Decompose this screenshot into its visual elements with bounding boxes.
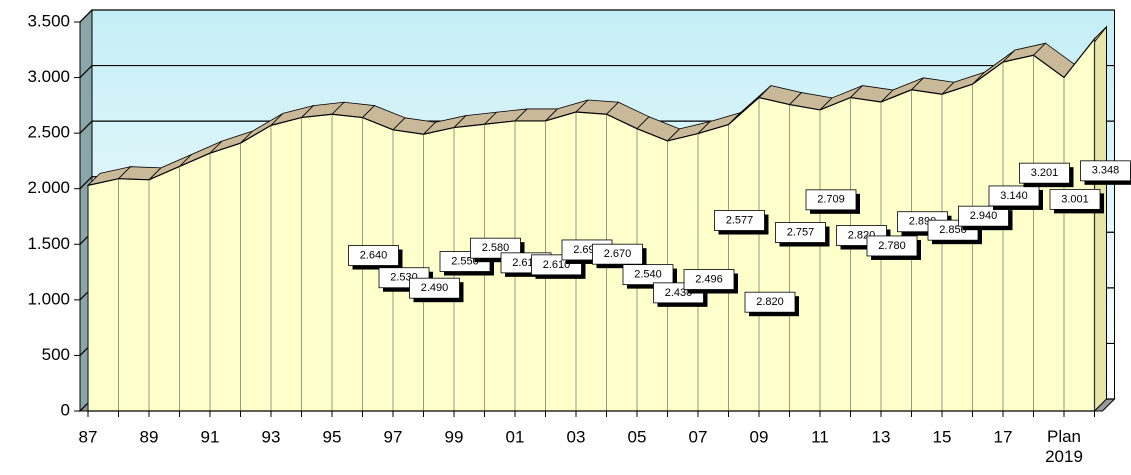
x-tick-label: 13 — [872, 427, 891, 446]
value-label: 2.940 — [970, 210, 998, 222]
label-box — [714, 210, 765, 231]
value-label: 3.348 — [1092, 165, 1120, 177]
value-label: 2.670 — [604, 248, 632, 260]
x-tick-label: 11 — [811, 427, 829, 446]
label-box — [348, 245, 399, 266]
label-box — [1049, 188, 1101, 210]
value-label: 3.140 — [1000, 190, 1028, 202]
x-tick-label: 97 — [384, 427, 403, 446]
value-label: 2.820 — [756, 296, 784, 308]
x-tick-label: 05 — [628, 427, 647, 446]
x-tick-label: 95 — [323, 427, 342, 446]
x-tick-label: 91 — [201, 427, 220, 446]
data-label: 2.780 — [866, 235, 921, 260]
label-box — [744, 291, 796, 313]
y-tick-label: 3.000 — [27, 67, 70, 86]
value-label: 2.780 — [878, 240, 906, 252]
data-label: 3.201 — [1019, 162, 1074, 188]
x-tick-label: 99 — [445, 427, 464, 446]
data-label: 2.640 — [348, 245, 403, 270]
data-label: 2.820 — [744, 291, 799, 317]
data-label: 3.140 — [988, 185, 1043, 210]
x-tick-label: 15 — [933, 427, 952, 446]
grid-line — [79, 9, 1115, 23]
y-tick-label: 1.500 — [27, 234, 70, 253]
data-label: 2.709 — [805, 189, 860, 214]
data-label: 2.757 — [775, 222, 830, 247]
x-tick-label: 03 — [567, 427, 586, 446]
value-label: 2.580 — [482, 242, 510, 254]
label-box — [409, 277, 460, 299]
value-label: 2.757 — [787, 226, 815, 238]
x-tick-label: 87 — [79, 427, 98, 446]
label-box — [622, 264, 674, 286]
label-box — [1019, 162, 1070, 184]
value-label: 2.709 — [817, 194, 845, 206]
x-tick-label: 17 — [994, 427, 1013, 446]
y-tick-label: 2.500 — [27, 123, 70, 142]
x-tick-label: 07 — [689, 427, 708, 446]
data-label: 3.001 — [1049, 188, 1104, 214]
value-label: 2.496 — [695, 273, 723, 285]
data-label: 2.496 — [683, 269, 738, 294]
area-end — [1094, 25, 1107, 413]
label-box — [805, 189, 857, 211]
label-box — [866, 235, 918, 257]
label-box — [958, 205, 1009, 227]
y-tick-label: 2.000 — [27, 178, 70, 197]
data-label: 2.490 — [409, 277, 464, 303]
y-tick-label: 1.000 — [27, 289, 70, 308]
label-box — [775, 222, 826, 243]
data-label: 3.348 — [1080, 160, 1131, 185]
value-label: 2.640 — [360, 249, 388, 261]
value-label: 2.850 — [939, 224, 967, 236]
y-tick-label: 3.500 — [27, 11, 70, 30]
label-box — [988, 185, 1040, 207]
data-label: 2.580 — [470, 237, 525, 263]
x-tick-label: 01 — [506, 427, 525, 446]
value-label: 2.577 — [726, 214, 754, 226]
grid-line — [79, 64, 1115, 78]
x-tick-label: 09 — [750, 427, 769, 446]
data-label: 2.670 — [592, 243, 647, 269]
value-label: 2.540 — [634, 269, 662, 281]
y-tick-label: 0 — [61, 400, 70, 419]
y-tick-label: 500 — [42, 345, 70, 364]
data-label: 2.940 — [958, 205, 1013, 231]
label-box — [592, 243, 643, 265]
x-tick-label: 89 — [140, 427, 159, 446]
x-tick-label: Plan 2019 — [1045, 427, 1083, 466]
x-tick-label: 93 — [262, 427, 281, 446]
value-label: 3.001 — [1061, 193, 1089, 205]
label-box — [683, 269, 735, 290]
value-label: 3.201 — [1031, 167, 1059, 179]
value-label: 2.490 — [421, 282, 449, 294]
data-label: 2.577 — [714, 210, 769, 235]
value-label: 2.610 — [543, 259, 571, 271]
